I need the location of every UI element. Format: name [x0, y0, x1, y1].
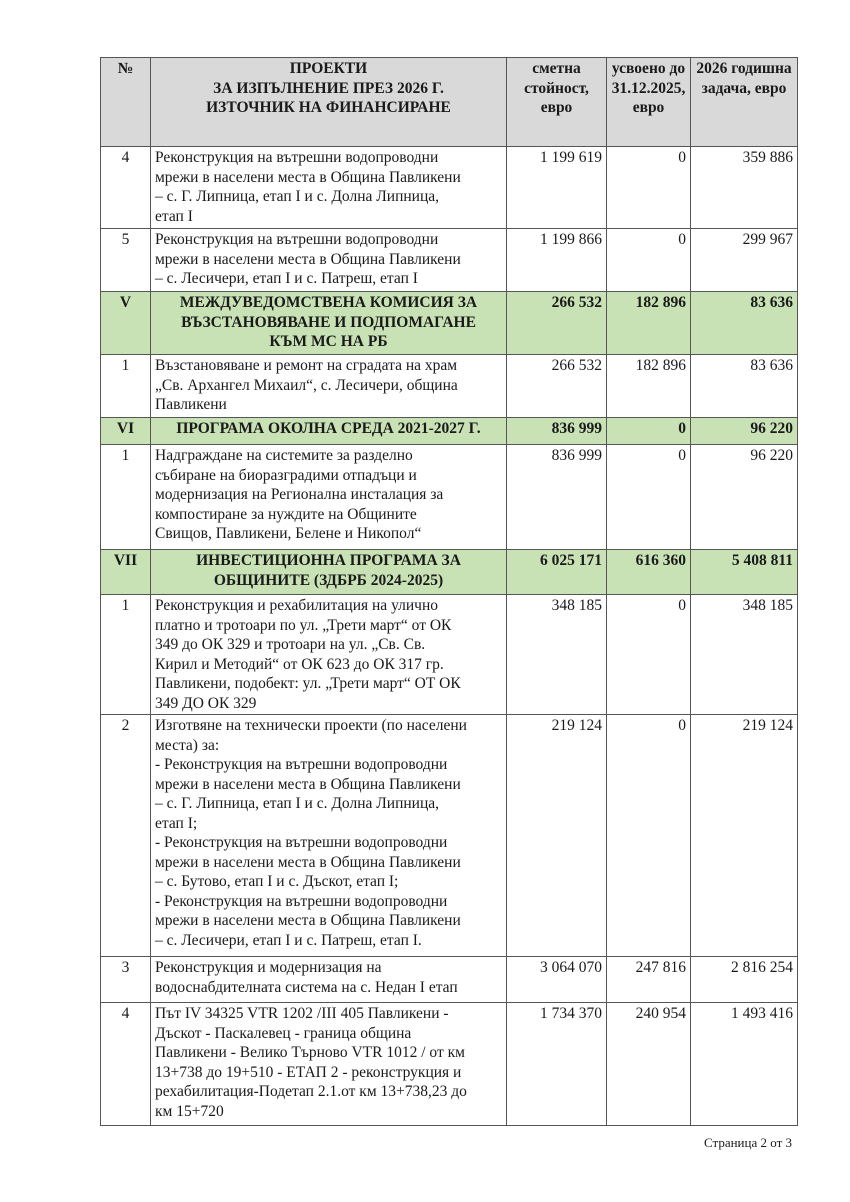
- row-description: Възстановяване и ремонт на сградата на х…: [150, 354, 507, 418]
- row-task: 348 185: [690, 594, 798, 715]
- row-cost: 3 064 070: [506, 956, 607, 1003]
- table-row: 4 Реконструкция на вътрешни водопроводни …: [100, 146, 798, 229]
- row-cost: 6 025 171: [506, 549, 607, 595]
- row-spent: 0: [606, 594, 691, 715]
- row-number: 5: [100, 228, 151, 292]
- table-row: 2 Изготвяне на технически проекти (по нас…: [100, 714, 798, 957]
- header-task: 2026 годишна задача, евро: [690, 57, 798, 147]
- row-description: Реконструкция на вътрешни водопроводни м…: [150, 228, 507, 292]
- row-cost: 836 999: [506, 444, 607, 550]
- row-description: Реконструкция и рехабилитация на улично …: [150, 594, 507, 715]
- row-spent: 182 896: [606, 291, 691, 355]
- header-projects: ПРОЕКТИ ЗА ИЗПЪЛНЕНИЕ ПРЕЗ 2026 Г. ИЗТОЧ…: [150, 57, 507, 147]
- row-cost: 1 734 370: [506, 1002, 607, 1126]
- row-number: 2: [100, 714, 151, 957]
- row-spent: 0: [606, 714, 691, 957]
- header-cost: сметна стойност, евро: [506, 57, 607, 147]
- section-row: VII ИНВЕСТИЦИОННА ПРОГРАМА ЗА ОБЩИНИТЕ (З…: [100, 549, 798, 595]
- row-cost: 1 199 866: [506, 228, 607, 292]
- row-task: 83 636: [690, 291, 798, 355]
- row-spent: 0: [606, 228, 691, 292]
- table-row: 4 Път IV 34325 VTR 1202 /III 405 Павликен…: [100, 1002, 798, 1126]
- row-spent: 616 360: [606, 549, 691, 595]
- row-description: Реконструкция на вътрешни водопроводни м…: [150, 146, 507, 229]
- projects-table: № ПРОЕКТИ ЗА ИЗПЪЛНЕНИЕ ПРЕЗ 2026 Г. ИЗТ…: [100, 57, 798, 1126]
- row-spent: 247 816: [606, 956, 691, 1003]
- page-number: Страница 2 от 3: [703, 1135, 792, 1150]
- section-row: V МЕЖДУВЕДОМСТВЕНА КОМИСИЯ ЗА ВЪЗСТАНОВЯВ…: [100, 291, 798, 355]
- table-row: 5 Реконструкция на вътрешни водопроводни …: [100, 228, 798, 292]
- row-description: ИНВЕСТИЦИОННА ПРОГРАМА ЗА ОБЩИНИТЕ (ЗДБР…: [150, 549, 507, 595]
- row-description: Реконструкция и модернизация на водоснаб…: [150, 956, 507, 1003]
- row-task: 299 967: [690, 228, 798, 292]
- table-row: 1 Надграждане на системите за разделно съ…: [100, 444, 798, 550]
- row-task: 2 816 254: [690, 956, 798, 1003]
- row-task: 1 493 416: [690, 1002, 798, 1126]
- table-row: 1 Реконструкция и рехабилитация на улично…: [100, 594, 798, 715]
- table-row: 3 Реконструкция и модернизация на водосна…: [100, 956, 798, 1003]
- row-spent: 182 896: [606, 354, 691, 418]
- row-spent: 240 954: [606, 1002, 691, 1126]
- row-spent: 0: [606, 146, 691, 229]
- row-task: 5 408 811: [690, 549, 798, 595]
- row-cost: 266 532: [506, 291, 607, 355]
- row-description: Път IV 34325 VTR 1202 /III 405 Павликени…: [150, 1002, 507, 1126]
- row-number: V: [100, 291, 151, 355]
- row-number: 1: [100, 354, 151, 418]
- row-task: 96 220: [690, 444, 798, 550]
- row-number: 1: [100, 444, 151, 550]
- row-cost: 836 999: [506, 417, 607, 445]
- row-number: VII: [100, 549, 151, 595]
- row-task: 219 124: [690, 714, 798, 957]
- row-spent: 0: [606, 444, 691, 550]
- row-description: МЕЖДУВЕДОМСТВЕНА КОМИСИЯ ЗА ВЪЗСТАНОВЯВА…: [150, 291, 507, 355]
- table-header: № ПРОЕКТИ ЗА ИЗПЪЛНЕНИЕ ПРЕЗ 2026 Г. ИЗТ…: [100, 57, 798, 147]
- row-task: 83 636: [690, 354, 798, 418]
- row-number: VI: [100, 417, 151, 445]
- section-row: VI ПРОГРАМА ОКОЛНА СРЕДА 2021-2027 Г. 836 …: [100, 417, 798, 445]
- row-number: 1: [100, 594, 151, 715]
- row-description: Изготвяне на технически проекти (по насе…: [150, 714, 507, 957]
- header-spent: усвоено до 31.12.2025, евро: [606, 57, 691, 147]
- row-description: Надграждане на системите за разделно съб…: [150, 444, 507, 550]
- row-number: 4: [100, 146, 151, 229]
- row-cost: 219 124: [506, 714, 607, 957]
- row-number: 4: [100, 1002, 151, 1126]
- row-description: ПРОГРАМА ОКОЛНА СРЕДА 2021-2027 Г.: [150, 417, 507, 445]
- row-cost: 1 199 619: [506, 146, 607, 229]
- row-cost: 266 532: [506, 354, 607, 418]
- row-spent: 0: [606, 417, 691, 445]
- row-number: 3: [100, 956, 151, 1003]
- table-row: 1 Възстановяване и ремонт на сградата на …: [100, 354, 798, 418]
- row-task: 359 886: [690, 146, 798, 229]
- row-task: 96 220: [690, 417, 798, 445]
- header-no: №: [100, 57, 151, 147]
- row-cost: 348 185: [506, 594, 607, 715]
